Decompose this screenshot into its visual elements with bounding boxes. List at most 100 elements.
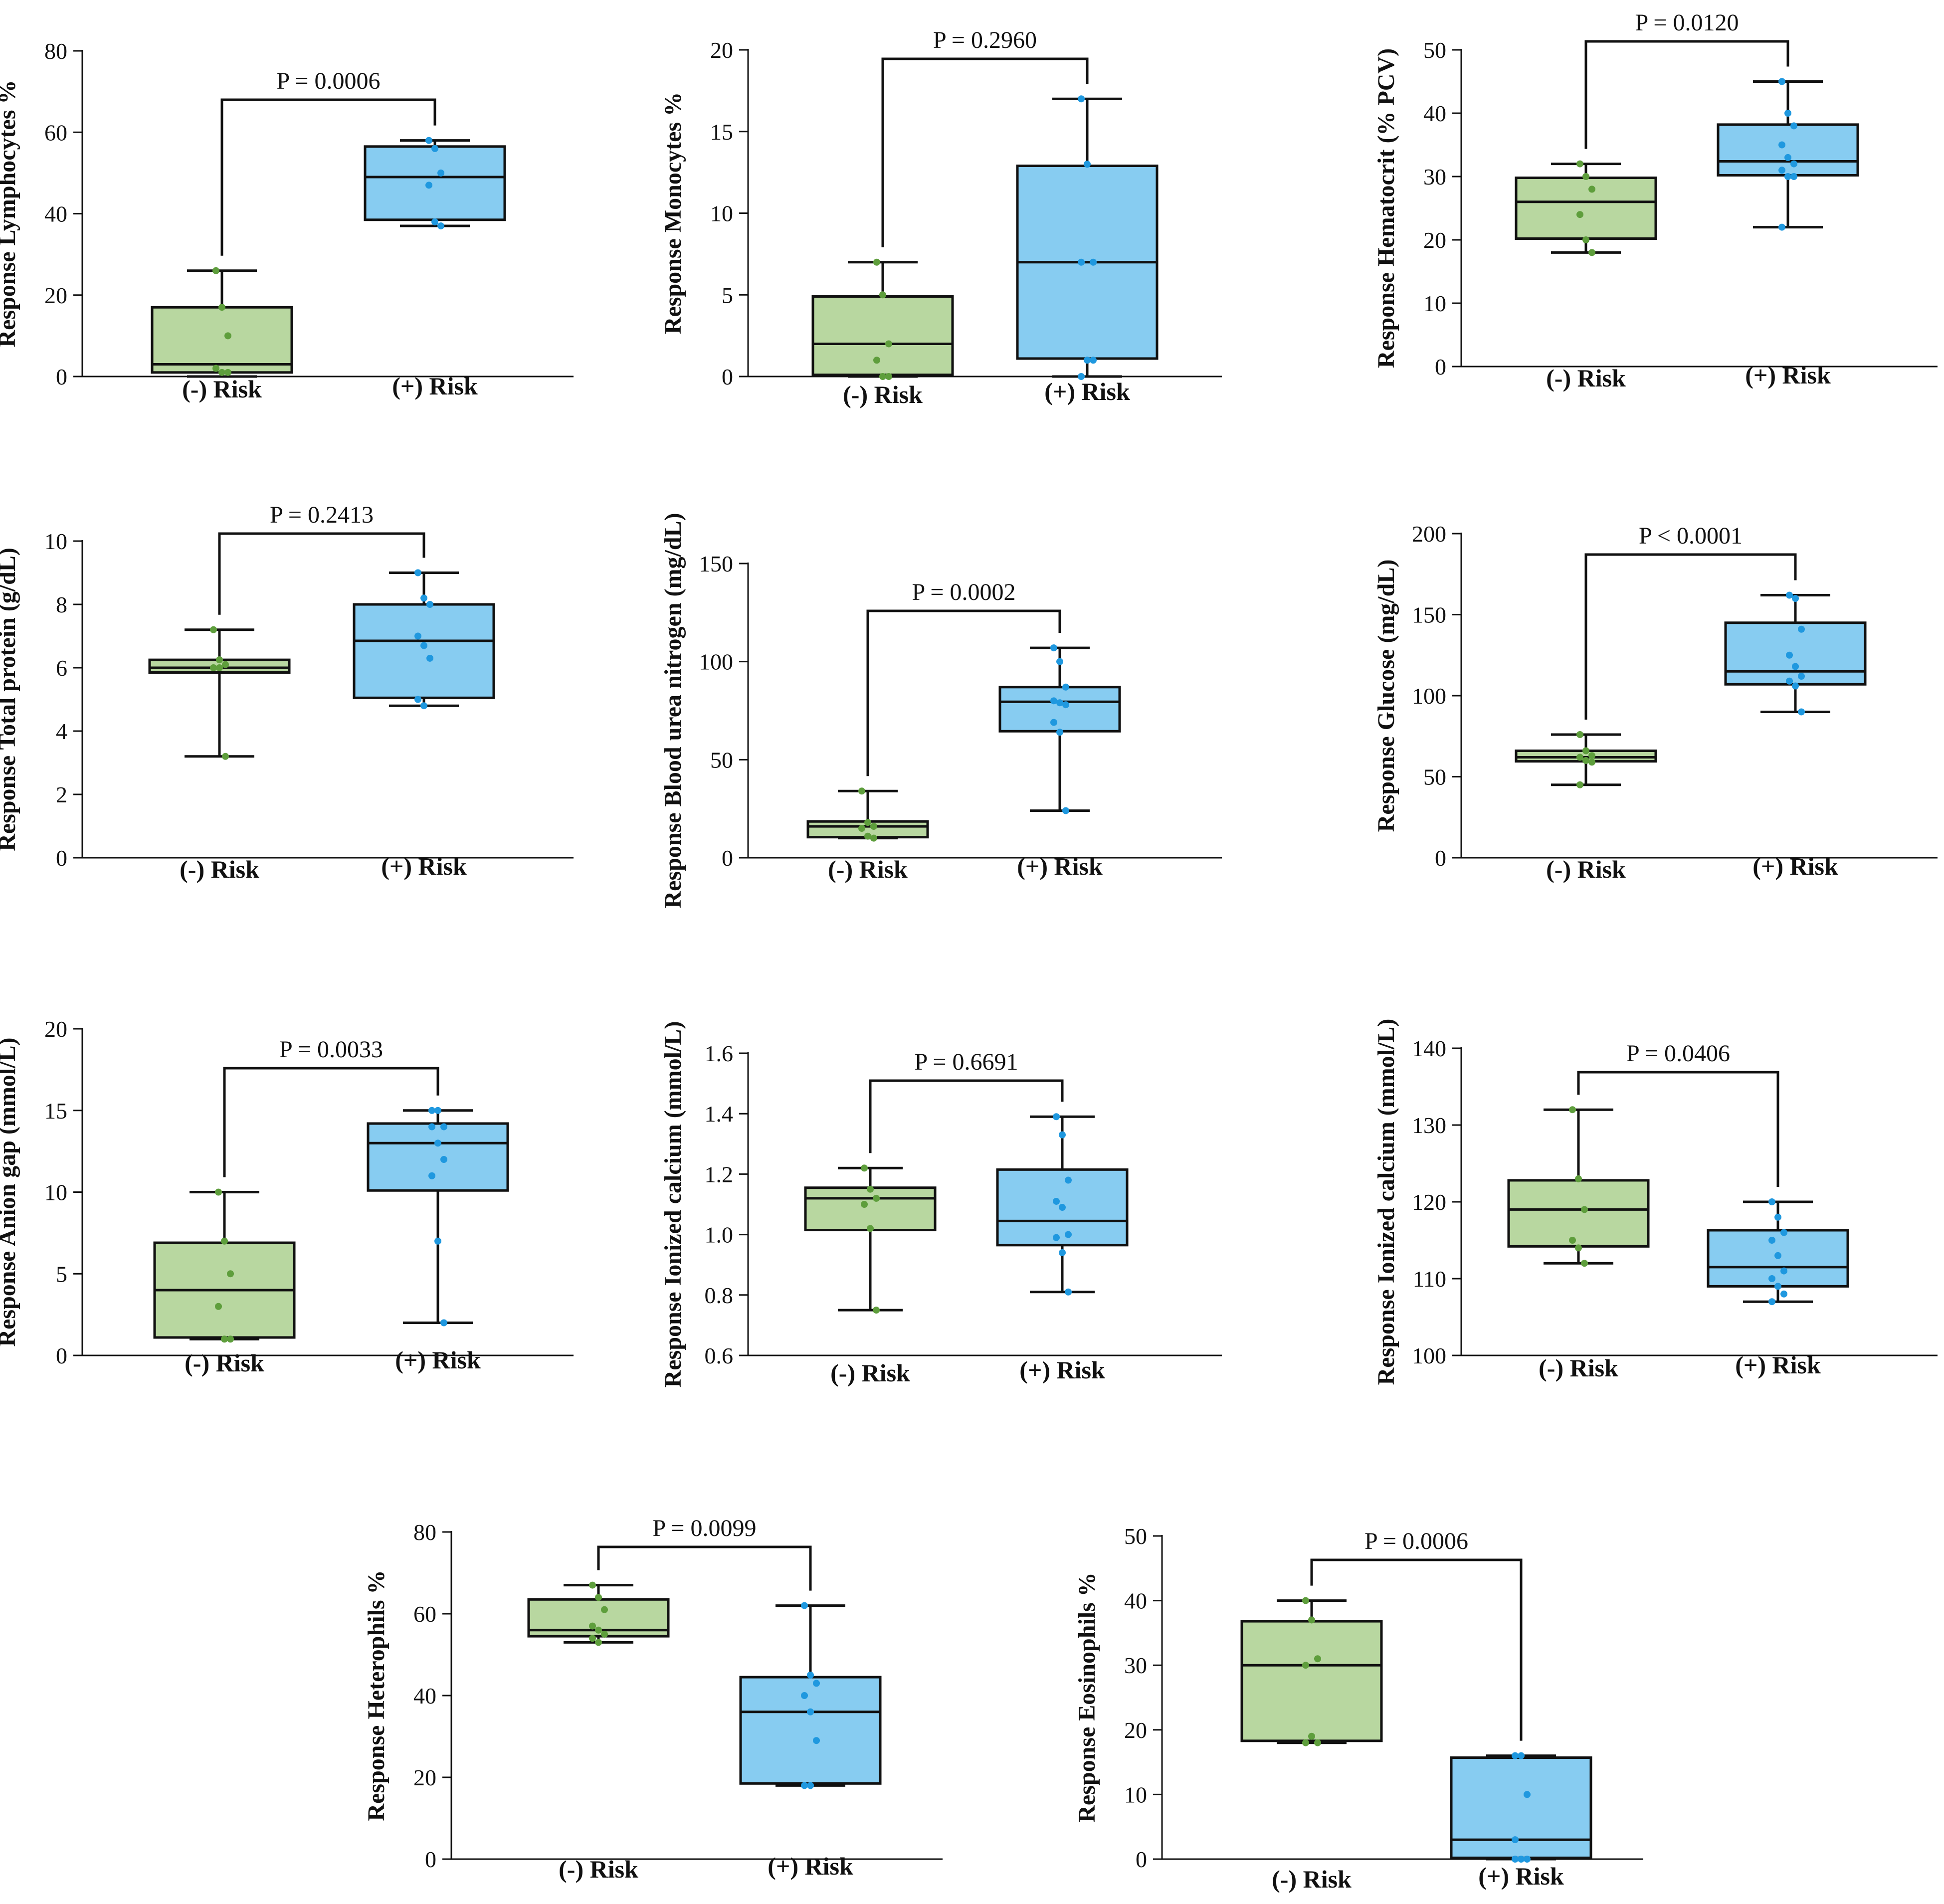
data-point — [1774, 1213, 1781, 1221]
data-point — [1062, 807, 1069, 814]
data-point — [1050, 719, 1057, 726]
data-point — [227, 1335, 234, 1343]
data-point — [1308, 1732, 1315, 1740]
data-point — [1050, 644, 1057, 652]
iqr-box — [151, 306, 293, 374]
data-point — [1518, 1752, 1525, 1759]
p-value-label: P = 0.2413 — [270, 502, 374, 528]
data-point — [601, 1631, 608, 1638]
data-point — [1056, 729, 1063, 736]
data-point — [420, 702, 427, 710]
data-point — [431, 218, 438, 225]
category-label-pos-risk: (+) Risk — [381, 852, 467, 880]
iqr-box — [1724, 621, 1867, 686]
p-value-label: P < 0.0001 — [1639, 523, 1743, 549]
y-tick-label: 60 — [413, 1601, 436, 1627]
data-point — [801, 1782, 808, 1789]
y-tick-label: 0 — [56, 1343, 67, 1368]
data-point — [215, 1188, 222, 1196]
data-point — [807, 1672, 814, 1679]
box-pos-risk — [1450, 1752, 1592, 1863]
y-tick-label: 0.6 — [705, 1343, 734, 1368]
box-pos-risk — [353, 569, 495, 710]
data-point — [1078, 373, 1085, 380]
data-point — [1090, 357, 1097, 364]
y-axis-label: Response Glucose (mg/dL) — [1373, 560, 1399, 832]
y-axis-label: Response Eosinophils % — [1074, 1572, 1100, 1823]
y-tick-label: 10 — [1423, 291, 1446, 316]
data-point — [813, 1737, 820, 1744]
data-point — [1314, 1739, 1321, 1746]
data-point — [1576, 781, 1583, 788]
data-point — [1778, 167, 1785, 174]
y-axis-label: Response Hematocrit (% PCV) — [1373, 48, 1399, 368]
y-tick-label: 10 — [44, 529, 67, 554]
y-tick-label: 0 — [722, 364, 733, 389]
y-tick-label: 0 — [1435, 354, 1446, 380]
data-point — [218, 369, 225, 376]
box-plot-panel-3: 0 10 20 30 40 50 Response Hematocrit (% PCV) (-… — [1373, 9, 1938, 392]
data-point — [1778, 141, 1785, 149]
data-point — [431, 145, 438, 152]
data-point — [210, 626, 217, 633]
significance-bracket — [597, 1545, 812, 1591]
data-point — [1780, 1229, 1787, 1236]
y-tick-label: 0 — [425, 1847, 436, 1872]
data-point — [425, 182, 432, 189]
category-label-neg-risk: (-) Risk — [1546, 364, 1626, 392]
y-tick-label: 40 — [413, 1683, 436, 1709]
data-point — [440, 1123, 447, 1131]
box-neg-risk — [811, 258, 954, 380]
box-plot-panel-8: 0.6 0.8 1.0 1.2 1.4 1.6 Response Ionized calci… — [660, 1021, 1222, 1387]
data-point — [864, 819, 871, 826]
data-point — [1792, 595, 1799, 602]
y-tick-label: 50 — [710, 747, 733, 772]
y-tick-label: 40 — [44, 201, 67, 227]
data-point — [1582, 757, 1589, 764]
data-point — [222, 753, 229, 760]
box-neg-risk — [527, 1581, 670, 1646]
y-axis-label: Response Blood urea nitrogen (mg/dL) — [660, 513, 686, 909]
y-tick-label: 0 — [722, 845, 733, 871]
y-tick-label: 1.6 — [705, 1041, 734, 1066]
box-neg-risk — [153, 1188, 296, 1343]
data-point — [216, 664, 223, 671]
data-point — [1053, 1113, 1060, 1121]
data-point — [221, 1335, 228, 1343]
y-tick-label: 100 — [1412, 1343, 1446, 1368]
data-point — [1768, 1198, 1775, 1205]
y-tick-label: 8 — [56, 592, 67, 617]
data-point — [861, 1164, 868, 1172]
y-tick-label: 1.0 — [705, 1222, 734, 1248]
data-point — [1798, 708, 1805, 716]
data-point — [222, 661, 229, 668]
y-tick-label: 130 — [1412, 1113, 1446, 1138]
data-point — [1576, 731, 1583, 738]
data-point — [440, 1156, 447, 1163]
data-point — [440, 1319, 447, 1327]
category-label-pos-risk: (+) Risk — [1752, 852, 1838, 880]
box-neg-risk — [806, 787, 929, 842]
data-point — [1524, 1791, 1531, 1798]
box-neg-risk — [1515, 160, 1657, 256]
y-axis-label: Response Lymphocytes % — [0, 80, 20, 347]
data-point — [879, 291, 886, 299]
y-tick-label: 20 — [413, 1765, 436, 1790]
data-point — [1056, 658, 1063, 665]
y-tick-label: 140 — [1412, 1036, 1446, 1061]
data-point — [1768, 1275, 1775, 1282]
data-point — [870, 834, 877, 842]
significance-bracket — [1584, 553, 1797, 720]
box-pos-risk — [1016, 95, 1159, 380]
data-point — [1065, 1231, 1072, 1238]
data-point — [1774, 1283, 1781, 1290]
data-point — [1768, 1237, 1775, 1244]
data-point — [885, 340, 892, 348]
box-neg-risk — [1507, 1106, 1650, 1267]
box-plot-panel-6: 0 50 100 150 200 Response Glucose (mg/dL) (-) … — [1373, 521, 1938, 883]
data-point — [1576, 754, 1583, 761]
box-plot-panel-2: 0 5 10 15 20 Response Monocytes % (-) Risk (+) … — [660, 27, 1222, 408]
data-point — [589, 1635, 596, 1642]
data-point — [1314, 1655, 1321, 1663]
box-pos-risk — [367, 1107, 509, 1327]
